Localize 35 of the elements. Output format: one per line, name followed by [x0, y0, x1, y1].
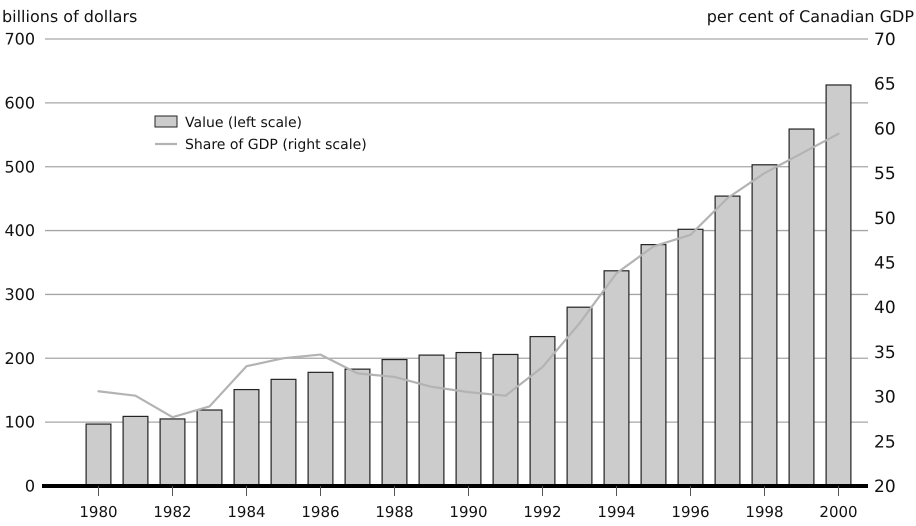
x-tick-label: 1990	[449, 503, 488, 521]
y2-tick-label: 55	[874, 164, 896, 184]
y-axis-title: billions of dollars	[2, 7, 138, 26]
y2-tick-label: 60	[874, 119, 896, 140]
y2-tick-label: 70	[874, 30, 896, 50]
y-tick-label: 0	[24, 476, 35, 496]
y2-axis-title: per cent of Canadian GDP	[706, 7, 914, 26]
y2-tick-label: 35	[874, 342, 896, 363]
y2-tick-label: 40	[874, 298, 896, 318]
x-tick-label: 1996	[671, 503, 710, 521]
legend-label: Share of GDP (right scale)	[185, 136, 367, 153]
y-tick-label: 400	[4, 221, 35, 240]
x-tick-label: 1998	[745, 503, 784, 521]
y-tick-label: 700	[4, 30, 35, 49]
x-tick-label: 1982	[153, 503, 192, 521]
y-tick-label: 100	[4, 412, 35, 432]
y-tick-label: 500	[4, 157, 35, 176]
line-series	[97, 132, 840, 418]
x-tick-label: 1988	[375, 503, 414, 521]
y-tick-label: 300	[4, 285, 35, 304]
x-tick-label: 1980	[79, 503, 118, 521]
y2-tick-label: 20	[874, 476, 896, 497]
legend-label: Value (left scale)	[185, 114, 302, 131]
y2-tick-label: 45	[874, 253, 896, 274]
x-tick-label: 1994	[597, 503, 636, 521]
y2-tick-label: 50	[874, 208, 896, 229]
y2-tick-label: 65	[874, 74, 896, 95]
x-tick-label: 1992	[523, 503, 562, 521]
x-tick-label: 1984	[227, 503, 266, 521]
y2-tick-label: 25	[874, 432, 896, 452]
y-tick-label: 600	[4, 93, 35, 112]
y2-tick-label: 30	[874, 388, 896, 408]
x-tick-label: 2000	[819, 503, 858, 521]
x-tick-label: 1986	[301, 503, 340, 521]
y-tick-label: 200	[4, 348, 35, 368]
